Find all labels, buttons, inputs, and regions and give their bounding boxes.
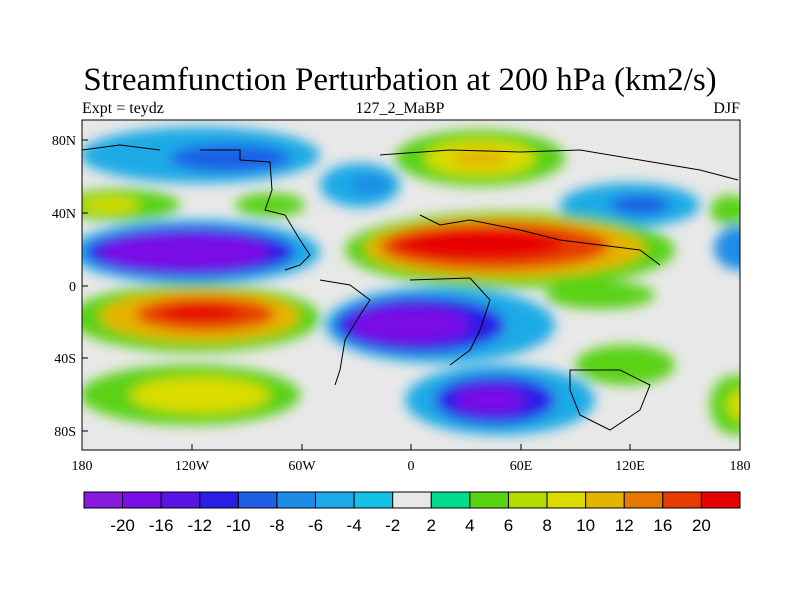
lat-label-40n: 40N <box>52 207 76 222</box>
coastlines <box>82 144 739 431</box>
colorbar-swatch <box>315 491 355 509</box>
colorbar-swatch <box>430 491 471 509</box>
colorbar-label: -12 <box>187 516 212 535</box>
lon-label-60w: 60W <box>288 459 316 474</box>
colorbar-swatch <box>276 491 317 509</box>
colorbar-label: 20 <box>692 516 711 535</box>
south-america-outline <box>319 279 371 386</box>
contour-blob <box>130 377 270 413</box>
lon-label-120w: 120W <box>175 459 210 474</box>
australia-outline <box>569 369 651 431</box>
contour-blob <box>575 345 675 385</box>
lat-ticks <box>82 139 88 432</box>
colorbar-labels: -20 -16 -12 -10 -8 -6 -4 -2 2 4 6 8 10 12 16 20 <box>110 516 711 535</box>
lon-label-180e: 180 <box>730 459 751 474</box>
lon-ticks <box>81 444 741 450</box>
lon-label-0: 0 <box>408 459 415 474</box>
contour-blob <box>710 375 740 435</box>
contour-blob <box>82 197 140 213</box>
colorbar-label: 12 <box>615 516 634 535</box>
colorbar-swatch <box>623 491 664 509</box>
season-label: DJF <box>713 100 740 117</box>
contour-blob <box>545 281 655 309</box>
colorbar-label: 8 <box>542 516 551 535</box>
colorbar-label: -8 <box>269 516 284 535</box>
contour-blob <box>395 228 565 260</box>
colorbar-label: -2 <box>385 516 400 535</box>
colorbar-swatch <box>469 491 509 509</box>
experiment-label: Expt = teydz <box>82 100 164 117</box>
lat-label-0: 0 <box>69 280 76 295</box>
colorbar-swatch <box>199 491 239 509</box>
colorbar-swatch <box>160 491 201 509</box>
colorbar-swatch <box>237 491 278 509</box>
colorbar-swatch <box>585 491 625 509</box>
colorbar-label: -16 <box>149 516 174 535</box>
contour-blob <box>160 303 240 321</box>
colorbar-label: 10 <box>576 516 595 535</box>
colorbar <box>83 491 741 509</box>
contour-blob <box>610 195 670 215</box>
contour-blob <box>350 175 390 195</box>
contour-blob <box>350 307 470 343</box>
lat-label-80n: 80N <box>52 134 76 149</box>
contour-blob <box>710 195 740 225</box>
colorbar-swatch <box>83 491 124 509</box>
colorbar-swatch <box>392 491 432 509</box>
colorbar-label: 4 <box>465 516 474 535</box>
contour-blob <box>455 387 525 413</box>
lat-label-40s: 40S <box>54 352 76 367</box>
contour-blob <box>235 193 305 217</box>
colorbar-label: 16 <box>653 516 672 535</box>
contour-blob <box>714 226 740 270</box>
north-america-outline <box>200 149 311 271</box>
case-label: 127_2_MaBP <box>355 100 445 117</box>
colorbar-swatch <box>546 491 587 509</box>
colorbar-label: -20 <box>110 516 135 535</box>
contour-field <box>82 120 740 450</box>
colorbar-swatch <box>353 491 394 509</box>
map-title: Streamfunction Perturbation at 200 hPa (… <box>83 62 717 98</box>
colorbar-swatch <box>122 491 162 509</box>
colorbar-label: 6 <box>504 516 513 535</box>
lat-label-80s: 80S <box>54 425 76 440</box>
colorbar-label: -4 <box>347 516 362 535</box>
colorbar-swatch <box>662 491 702 509</box>
colorbar-swatch <box>700 491 741 509</box>
lon-label-120e: 120E <box>615 459 645 474</box>
lon-label-180w: 180 <box>72 459 93 474</box>
lon-label-60e: 60E <box>510 459 533 474</box>
colorbar-label: 2 <box>427 516 436 535</box>
colorbar-label: -10 <box>226 516 251 535</box>
greenland-outline <box>82 144 161 151</box>
contour-blob <box>728 390 740 420</box>
africa-outline <box>409 277 491 366</box>
colorbar-label: -6 <box>308 516 323 535</box>
colorbar-swatch <box>507 491 548 509</box>
eurasia-south-outline <box>419 214 661 266</box>
contour-blob <box>452 149 508 167</box>
arctic-coast-outline <box>379 149 739 181</box>
contour-blob <box>170 144 290 172</box>
contour-blob <box>100 234 270 270</box>
